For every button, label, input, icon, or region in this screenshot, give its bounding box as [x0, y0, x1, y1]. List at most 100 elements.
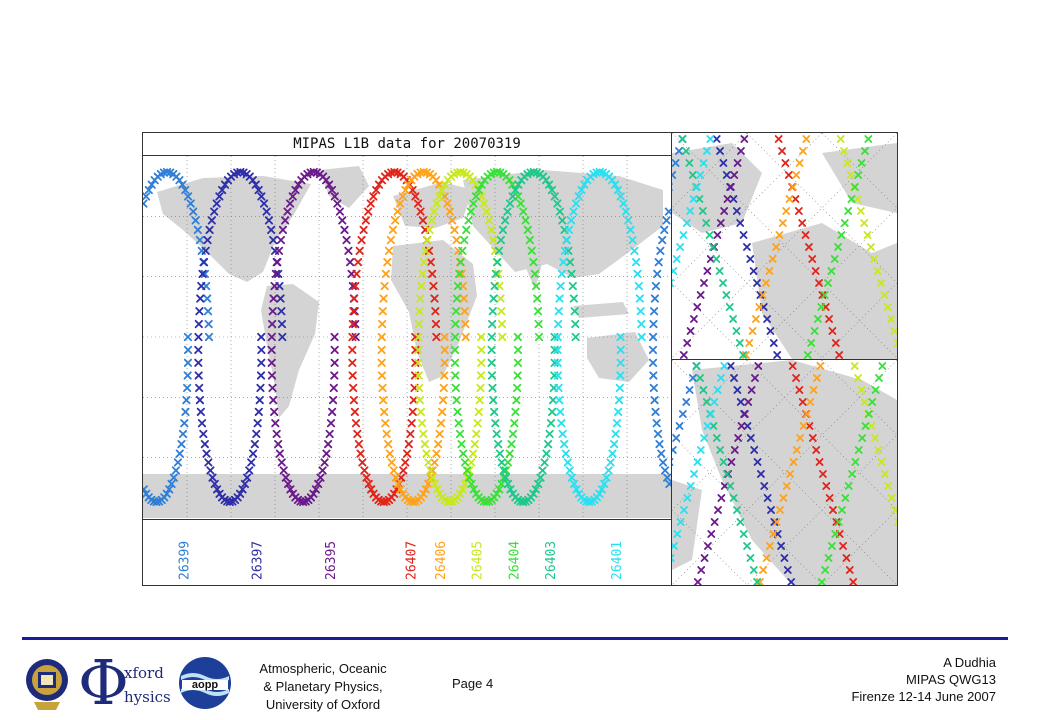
orbit-point: [436, 419, 446, 428]
zoom-point: [696, 374, 704, 382]
orbit-point: [249, 449, 258, 458]
orbit-point: [428, 269, 437, 278]
zoom-point: [700, 279, 708, 287]
orbit-point: [180, 419, 189, 428]
orbit-point: [656, 246, 665, 255]
zoom-point: [675, 422, 684, 430]
orbit-point: [556, 281, 565, 291]
orbit-point: [614, 407, 623, 416]
orbit-point: [398, 192, 407, 201]
orbit-point: [372, 185, 381, 195]
zoom-point: [703, 422, 712, 430]
orbit-track-26404: [450, 167, 544, 507]
orbit-point: [489, 235, 498, 245]
zoom-point: [730, 446, 739, 454]
orbit-point: [580, 180, 589, 189]
zoom-point: [857, 386, 866, 394]
orbit-point: [513, 383, 522, 393]
orbit-point: [548, 407, 557, 416]
orbit-point: [477, 180, 486, 189]
orbit-point: [496, 235, 505, 245]
zoom-point: [726, 362, 735, 370]
orbit-point: [191, 216, 200, 225]
orbit-point: [497, 479, 506, 489]
zoom-point: [828, 542, 836, 550]
orbit-point: [416, 407, 425, 416]
orbit-point: [513, 345, 523, 355]
orbit-point: [250, 440, 259, 449]
orbit-point: [361, 216, 370, 225]
orbit-point: [329, 383, 338, 393]
orbit-point: [530, 269, 539, 278]
orbit-point: [662, 216, 671, 225]
orbit-point: [416, 294, 425, 303]
orbit-point: [240, 479, 249, 489]
zoom-point: [739, 231, 748, 239]
zoom-point: [743, 542, 751, 550]
orbit-point: [487, 332, 496, 342]
orbit-point: [469, 449, 478, 458]
zoom-point: [696, 291, 705, 299]
orbit-point: [544, 180, 554, 189]
author-name: A Dudhia: [943, 655, 996, 670]
orbit-point: [186, 199, 195, 208]
orbit-point: [572, 485, 581, 494]
orbit-point: [345, 258, 355, 267]
zoom-point: [762, 554, 771, 562]
zoom-point: [732, 327, 741, 335]
orbit-point: [194, 345, 203, 355]
orbit-point: [348, 319, 357, 329]
zoom-point: [853, 195, 862, 203]
orbit-track-26405: [414, 167, 507, 507]
orbit-point: [349, 396, 359, 405]
orbit-point: [393, 479, 403, 489]
orbit-point: [150, 176, 159, 185]
orbit-point: [415, 307, 424, 316]
orbit-point: [506, 485, 515, 494]
orbit-point: [654, 258, 663, 267]
orbit-point: [318, 466, 327, 475]
orbit-point: [414, 319, 423, 329]
orbit-point: [514, 180, 523, 189]
orbit-point: [450, 345, 460, 355]
orbit-point: [364, 479, 373, 489]
orbit-point: [278, 332, 287, 342]
orbit-point: [268, 383, 277, 393]
orbit-point: [430, 207, 439, 216]
orbit-point: [664, 207, 671, 216]
oxford-physics-logo: Φ xford hysics: [78, 650, 171, 714]
north-america: [157, 176, 311, 282]
orbit-point: [517, 176, 526, 185]
orbit-point: [474, 407, 483, 416]
zoom-point: [758, 291, 767, 299]
zoom-point: [838, 506, 846, 514]
orbit-point: [558, 216, 567, 225]
orbit-point: [349, 307, 358, 316]
orbit-point: [274, 246, 284, 255]
orbit-point: [348, 332, 357, 342]
orbit-point: [194, 371, 203, 380]
orbit-point: [497, 458, 506, 467]
orbit-point: [202, 449, 211, 458]
orbit-point: [658, 235, 667, 245]
zoom-point: [834, 518, 843, 526]
orbit-point: [531, 485, 540, 494]
orbit-point: [178, 180, 187, 189]
zoom-point: [805, 243, 813, 251]
zoom-point: [821, 566, 830, 574]
orbit-point: [600, 479, 609, 489]
orbit-point: [565, 258, 575, 267]
orbit-point: [434, 180, 444, 189]
orbit-point: [353, 258, 363, 267]
zoom-point: [700, 554, 709, 562]
orbit-point: [169, 473, 178, 482]
orbit-point: [195, 307, 204, 316]
orbit-point: [665, 479, 671, 489]
orbit-point: [377, 371, 387, 380]
orbit-point: [204, 332, 214, 342]
orbit-point: [610, 440, 619, 449]
orbit-point: [335, 207, 345, 216]
zoom-point: [867, 422, 876, 430]
orbit-point: [195, 396, 205, 405]
orbit-track-26407: [348, 167, 441, 507]
